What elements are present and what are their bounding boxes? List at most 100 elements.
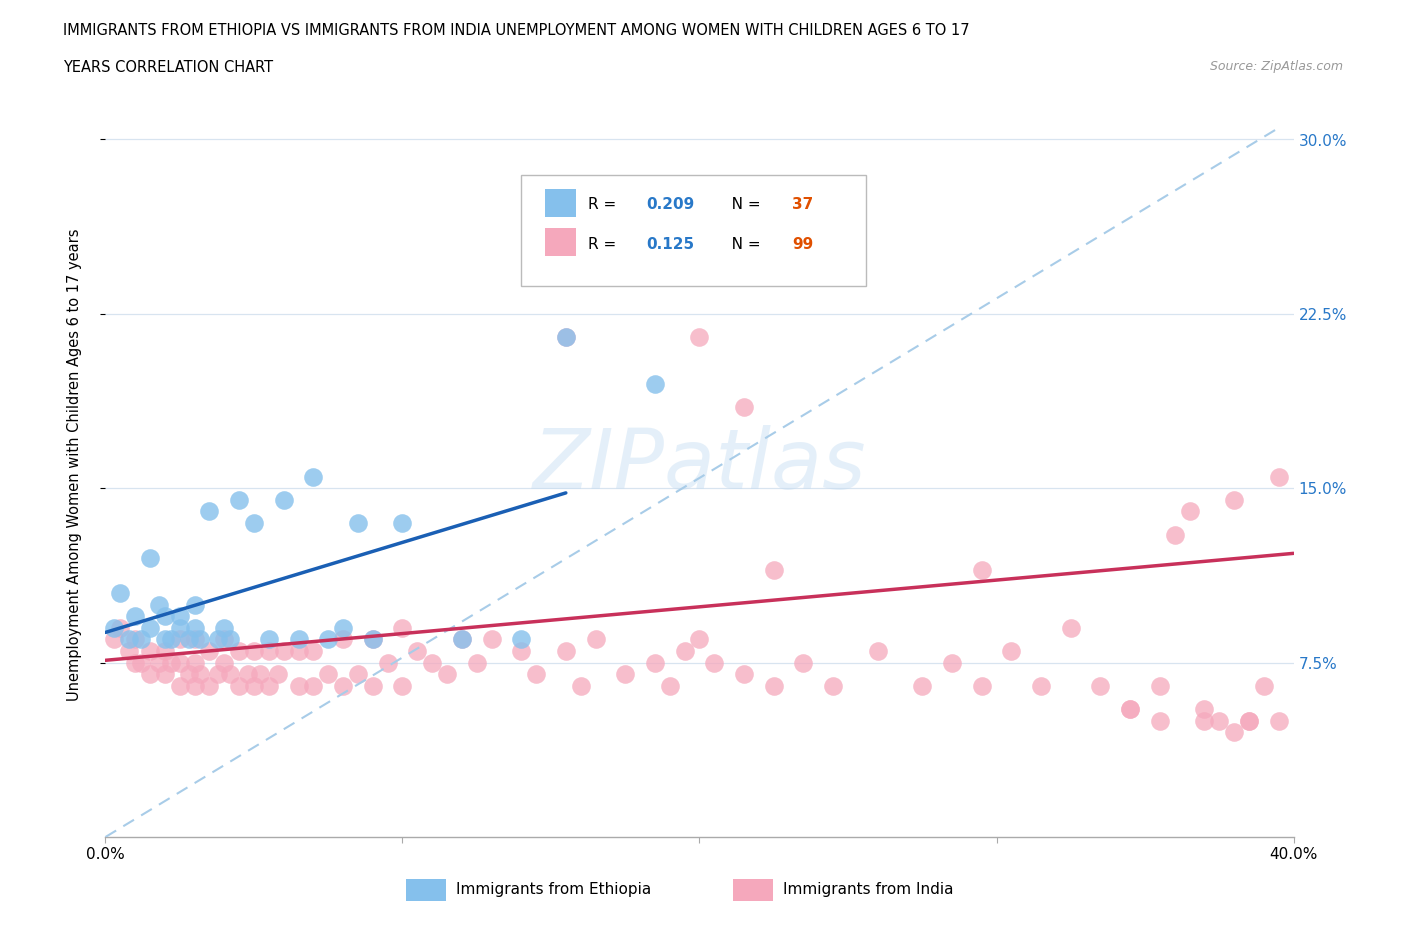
Point xyxy=(644,377,666,392)
Point xyxy=(118,632,141,647)
Point xyxy=(316,632,339,647)
Point xyxy=(183,656,205,671)
Point xyxy=(762,562,785,577)
Point xyxy=(249,667,271,682)
Point xyxy=(243,679,266,694)
Point xyxy=(183,620,205,635)
Point xyxy=(1119,702,1142,717)
Point xyxy=(207,632,229,647)
Point xyxy=(316,667,339,682)
Point xyxy=(1223,725,1246,740)
Text: 0.209: 0.209 xyxy=(645,197,695,212)
Point xyxy=(257,679,280,694)
Point xyxy=(347,516,370,531)
Point xyxy=(644,656,666,671)
Point xyxy=(198,679,221,694)
Point xyxy=(228,679,250,694)
Point xyxy=(465,656,488,671)
Point xyxy=(1090,679,1112,694)
Point xyxy=(391,620,413,635)
Point xyxy=(1029,679,1052,694)
Point xyxy=(110,586,132,601)
Point xyxy=(673,644,696,658)
Point xyxy=(733,667,755,682)
Point xyxy=(391,679,413,694)
Point xyxy=(257,632,280,647)
Point xyxy=(866,644,889,658)
Point xyxy=(569,679,592,694)
Point xyxy=(554,330,576,345)
FancyBboxPatch shape xyxy=(522,175,866,286)
Point xyxy=(1194,702,1216,717)
Point xyxy=(219,667,242,682)
Point xyxy=(103,620,125,635)
Point xyxy=(129,656,152,671)
Point xyxy=(1149,679,1171,694)
Point xyxy=(287,679,309,694)
Point xyxy=(148,656,170,671)
Point xyxy=(585,632,607,647)
Point xyxy=(911,679,934,694)
Text: R =: R = xyxy=(588,197,621,212)
Point xyxy=(236,667,259,682)
Point xyxy=(420,656,443,671)
Point xyxy=(1237,713,1260,728)
Point xyxy=(733,400,755,415)
Point xyxy=(190,632,212,647)
Point xyxy=(267,667,290,682)
Point xyxy=(391,516,413,531)
Point xyxy=(1194,713,1216,728)
Point xyxy=(183,679,205,694)
Point xyxy=(139,620,162,635)
Point xyxy=(214,620,236,635)
Point xyxy=(159,656,181,671)
Point xyxy=(1267,470,1289,485)
Point xyxy=(792,656,814,671)
Point xyxy=(148,597,170,612)
Point xyxy=(124,609,146,624)
Y-axis label: Unemployment Among Women with Children Ages 6 to 17 years: Unemployment Among Women with Children A… xyxy=(67,229,82,701)
Point xyxy=(153,609,176,624)
Point xyxy=(103,632,125,647)
Point xyxy=(228,644,250,658)
Point xyxy=(436,667,458,682)
Text: Immigrants from India: Immigrants from India xyxy=(783,882,953,897)
Point xyxy=(361,632,384,647)
Point xyxy=(689,632,711,647)
Point xyxy=(970,679,993,694)
Point xyxy=(1253,679,1275,694)
Point xyxy=(302,644,325,658)
Point xyxy=(941,656,963,671)
Point xyxy=(214,656,236,671)
Point xyxy=(450,632,472,647)
Text: R =: R = xyxy=(588,236,621,251)
Point xyxy=(673,214,696,229)
Point xyxy=(243,516,266,531)
Point xyxy=(1060,620,1083,635)
Point xyxy=(1149,713,1171,728)
Point xyxy=(361,679,384,694)
Point xyxy=(361,632,384,647)
Point xyxy=(169,620,191,635)
Point xyxy=(287,632,309,647)
Text: ZIPatlas: ZIPatlas xyxy=(533,424,866,506)
Point xyxy=(689,330,711,345)
Point xyxy=(1164,527,1187,542)
Point xyxy=(153,644,176,658)
Point xyxy=(481,632,503,647)
Point xyxy=(159,632,181,647)
Text: Source: ZipAtlas.com: Source: ZipAtlas.com xyxy=(1209,60,1343,73)
Text: 37: 37 xyxy=(792,197,814,212)
Point xyxy=(177,632,200,647)
Point xyxy=(703,656,725,671)
Point xyxy=(273,493,295,508)
Point xyxy=(177,667,200,682)
Point xyxy=(287,644,309,658)
Point xyxy=(554,644,576,658)
Text: Immigrants from Ethiopia: Immigrants from Ethiopia xyxy=(456,882,651,897)
Point xyxy=(243,644,266,658)
Point xyxy=(190,667,212,682)
Point xyxy=(169,679,191,694)
Point xyxy=(183,597,205,612)
Point xyxy=(129,632,152,647)
